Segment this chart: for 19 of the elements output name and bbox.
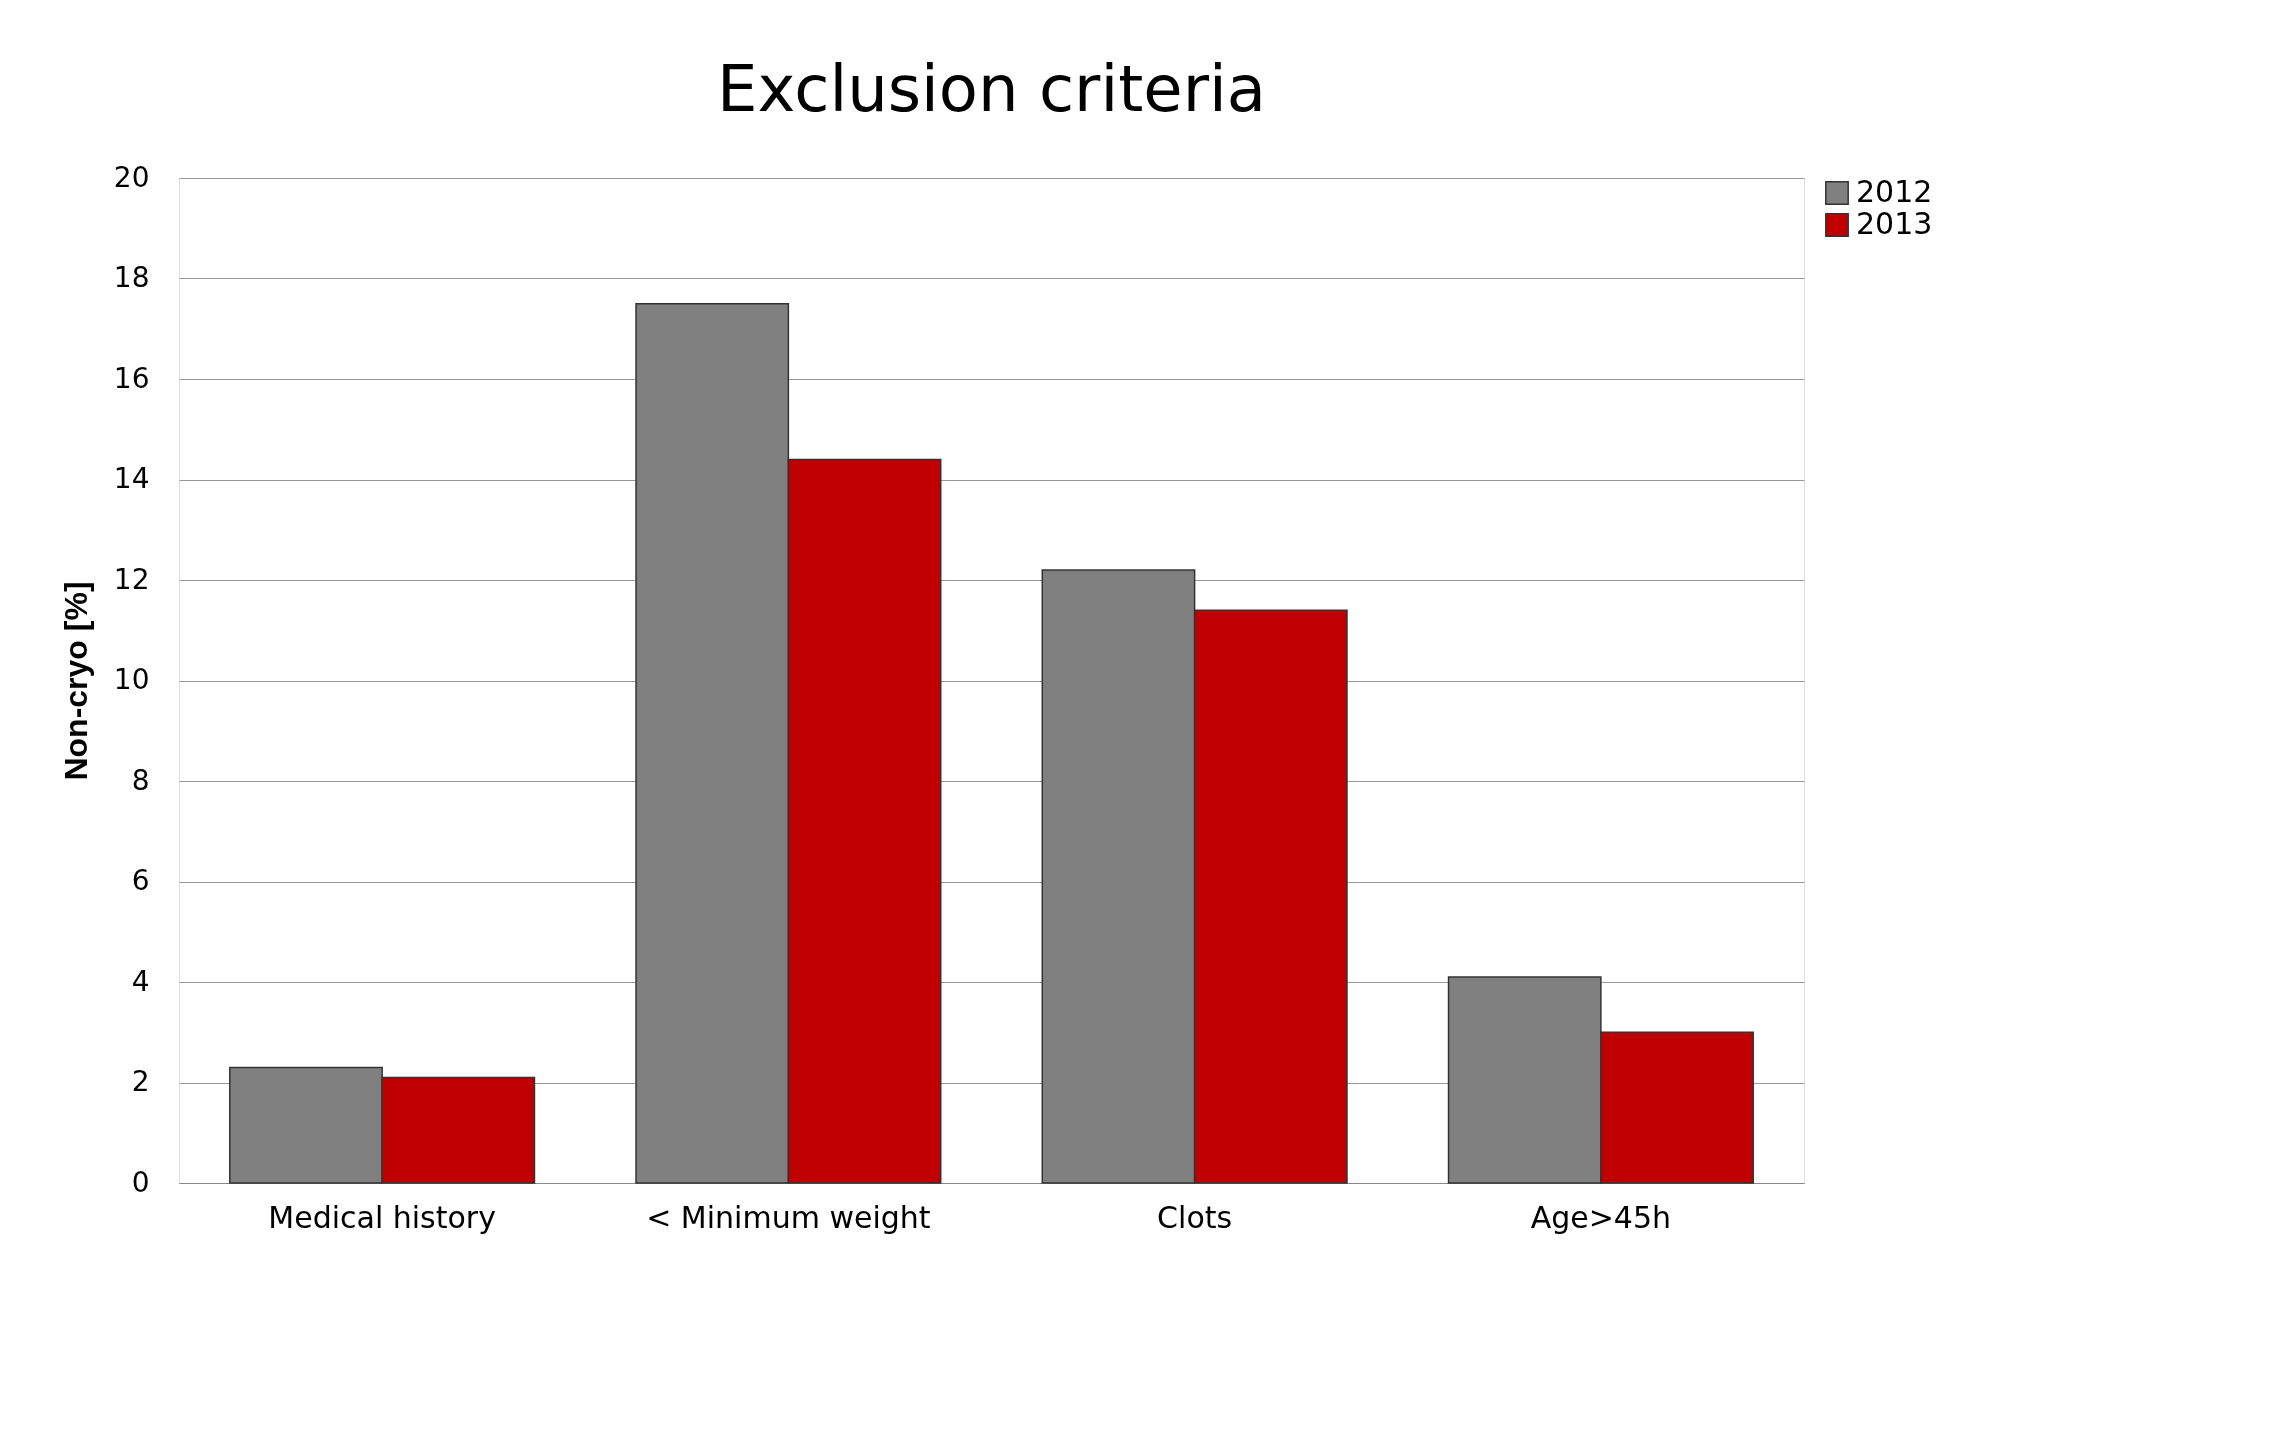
x-tick-label: < Minimum weight (646, 1199, 931, 1235)
y-tick-label: 10 (113, 663, 150, 696)
x-tick-label: Clots (1157, 1199, 1233, 1235)
x-tick-label: Age>45h (1530, 1199, 1672, 1235)
y-tick-label: 12 (113, 562, 150, 596)
chart-title: Exclusion criteria (717, 52, 1266, 126)
y-tick-label: 2 (131, 1065, 150, 1098)
x-tick-label: Medical history (268, 1199, 496, 1235)
y-tick-label: 0 (131, 1165, 150, 1199)
y-axis-title: Non-cryo [%] (57, 581, 94, 781)
y-tick-label: 4 (131, 964, 150, 998)
legend-label: 2012 (1856, 174, 1933, 209)
y-tick-label: 8 (131, 763, 150, 797)
y-tick-label: 16 (113, 361, 150, 395)
y-tick-label: 14 (113, 462, 150, 495)
y-tick-label: 20 (113, 160, 150, 194)
y-tick-label: 6 (131, 864, 150, 897)
y-tick-label: 18 (113, 261, 150, 294)
legend-label: 2013 (1856, 206, 1933, 241)
